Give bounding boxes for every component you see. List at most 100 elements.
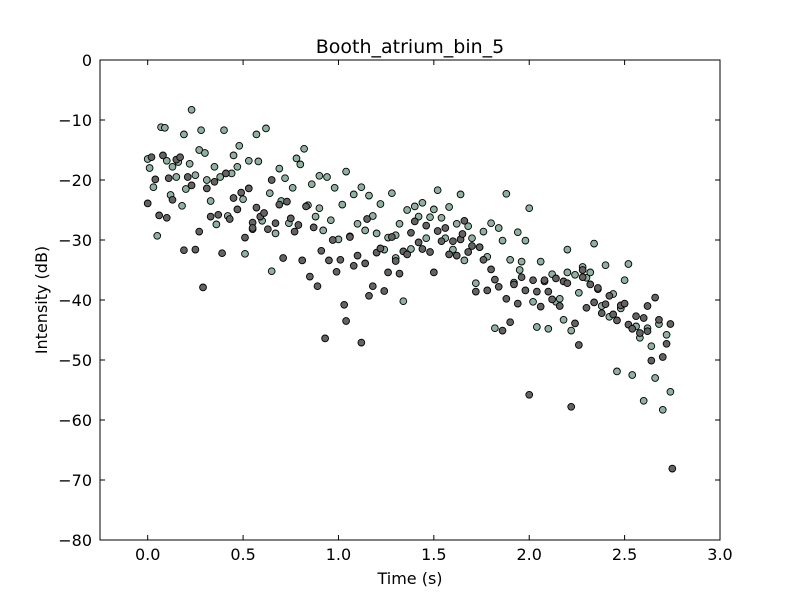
data-point [418,245,427,253]
data-point [563,279,572,288]
data-point [147,153,156,162]
y-tick-label: −40 [58,291,92,310]
data-point [506,318,515,327]
data-point [162,156,171,165]
data-point [494,282,503,291]
data-point [609,310,618,319]
x-tick-label: 1.0 [326,545,351,564]
data-point [252,130,261,139]
data-point [437,237,446,246]
data-point [365,291,373,300]
data-point [233,205,242,214]
data-point [429,205,438,214]
data-point [658,353,667,361]
x-tick-label: 2.0 [517,545,542,564]
data-point [281,174,289,183]
data-point [533,287,541,296]
data-point [206,197,215,205]
data-point [172,173,181,181]
data-point [185,159,194,168]
data-point [336,255,345,264]
data-point [574,341,583,349]
data-point [586,268,595,277]
data-point [655,315,663,324]
y-tick-label: −80 [58,531,92,550]
data-point [296,160,305,169]
data-point [197,126,205,135]
data-point [536,257,545,266]
data-point [244,156,253,165]
data-point [658,405,667,414]
data-point [267,267,276,276]
data-point [372,229,381,238]
data-point [168,195,177,204]
data-point [307,180,316,189]
data-point [349,190,358,199]
data-point [533,323,541,331]
data-point [636,329,644,337]
data-point [422,234,431,243]
data-point [363,215,371,223]
data-point [357,183,366,192]
data-point [594,284,602,292]
data-point [265,189,274,198]
data-point [222,169,230,178]
data-point [271,219,280,228]
data-point [647,342,656,351]
data-point [418,198,427,207]
data-point [321,334,329,343]
data-point [403,250,411,259]
data-point [254,157,263,166]
data-point [668,464,677,473]
data-point [206,212,215,221]
data-point [544,287,553,296]
data-point [212,220,221,229]
data-point [216,173,225,181]
data-point [582,303,591,312]
data-point [376,200,385,208]
data-point [271,229,280,238]
data-point [248,224,257,232]
data-point [483,286,492,295]
data-point [601,261,610,270]
data-point [159,151,167,160]
data-point [536,302,545,311]
data-point [525,390,534,399]
data-point [578,266,587,274]
y-tick-label: −30 [58,231,92,250]
data-point [521,286,530,295]
data-point [288,183,297,192]
data-point [479,255,488,264]
data-point [632,312,640,321]
data-point [613,367,621,376]
data-point [300,144,308,153]
data-point [468,242,476,250]
data-point [574,288,583,297]
data-point [380,287,389,295]
data-point [267,176,276,184]
data-point [187,181,196,190]
data-point [475,243,484,252]
data-point [181,185,190,193]
data-point [437,213,446,222]
data-point [426,248,434,256]
data-point [361,259,370,268]
data-point [452,251,461,260]
y-tick-label: −70 [58,471,92,490]
data-point [555,294,564,303]
data-point [143,199,152,208]
data-point [452,219,461,228]
data-point [491,275,499,284]
data-point [563,268,572,277]
data-point [260,209,268,217]
data-point [376,244,385,253]
data-point [187,105,196,114]
data-point [220,126,228,135]
data-point [162,213,171,222]
data-point [286,214,295,223]
data-point [368,282,377,291]
data-point [279,254,287,262]
data-point [241,233,249,242]
data-point [298,256,307,265]
data-point [624,260,633,268]
